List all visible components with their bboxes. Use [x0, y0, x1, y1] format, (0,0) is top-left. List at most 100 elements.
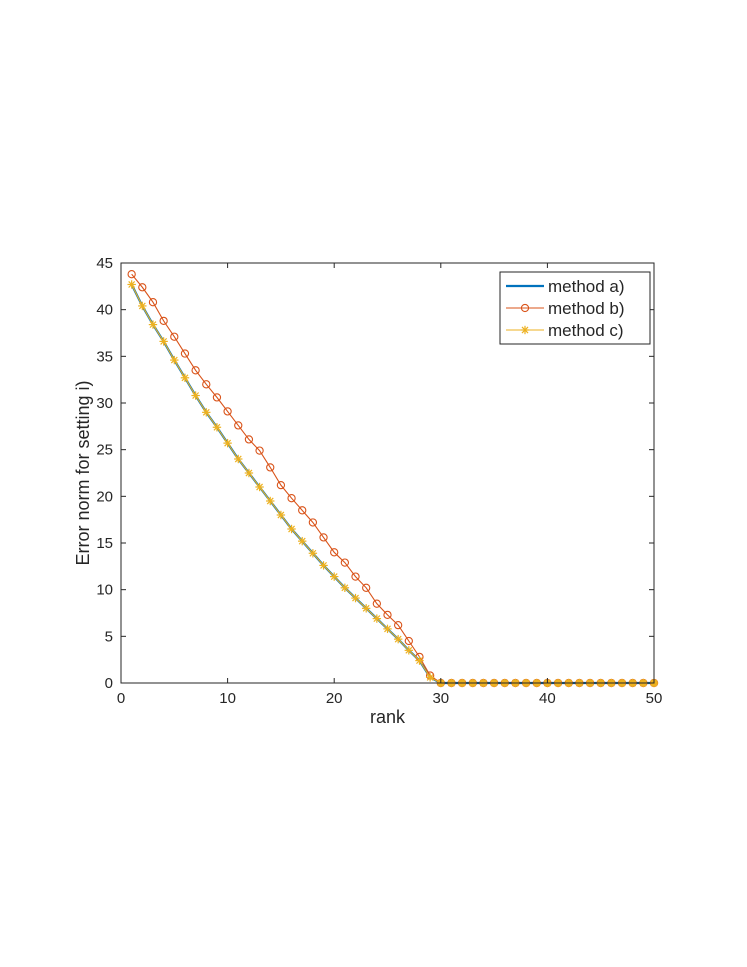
- y-tick-label: 40: [96, 302, 113, 319]
- legend-item: method c): [506, 321, 624, 340]
- data-point: [138, 301, 147, 311]
- asterisk-stroke: [373, 615, 381, 623]
- data-point: [330, 548, 339, 557]
- asterisk-stroke: [224, 439, 232, 447]
- data-point: [393, 634, 403, 644]
- asterisk-stroke: [202, 408, 210, 416]
- legend: method a) method b) method c): [499, 271, 651, 345]
- asterisk-stroke: [521, 326, 529, 334]
- data-point: [244, 468, 254, 478]
- data-point: [159, 337, 168, 346]
- data-point: [425, 673, 435, 682]
- data-point: [127, 270, 136, 279]
- data-point: [234, 454, 243, 464]
- axes-layer: 0 10 20 30 40 50 0 5 10 15 20 25 30 35 40 45: [96, 255, 662, 707]
- asterisk-stroke: [138, 302, 146, 310]
- y-tick-label: 10: [96, 582, 113, 599]
- legend-label: method b): [548, 299, 625, 318]
- data-point: [202, 380, 211, 389]
- data-point: [394, 620, 403, 630]
- data-point: [415, 656, 424, 665]
- data-point: [340, 558, 350, 567]
- x-axis-label: rank: [370, 707, 406, 727]
- asterisk-stroke: [181, 374, 189, 382]
- data-point: [361, 604, 371, 613]
- data-point: [138, 283, 147, 292]
- asterisk-stroke: [245, 469, 253, 477]
- data-point: [244, 435, 254, 444]
- data-point: [276, 510, 286, 520]
- y-tick-label: 0: [105, 675, 113, 692]
- data-point: [266, 463, 275, 472]
- asterisk-stroke: [330, 573, 338, 581]
- data-point: [340, 583, 350, 592]
- asterisk-stroke: [256, 483, 264, 491]
- data-point: [298, 506, 307, 515]
- y-tick-label: 15: [96, 535, 113, 552]
- data-point: [372, 614, 382, 623]
- legend-label: method c): [548, 321, 624, 340]
- y-axis-label: Error norm for setting i): [73, 380, 93, 565]
- x-tick-label: 20: [326, 690, 343, 707]
- data-point: [404, 636, 413, 646]
- legend-item: method a): [506, 277, 625, 296]
- y-tick-label: 25: [96, 442, 113, 459]
- data-point: [191, 391, 200, 400]
- y-tick-label: 45: [96, 255, 113, 272]
- data-point: [170, 332, 179, 341]
- asterisk-stroke: [320, 561, 327, 569]
- asterisk-stroke: [362, 604, 370, 612]
- data-point: [159, 316, 168, 326]
- x-tick-label: 10: [219, 690, 236, 707]
- data-point: [308, 549, 318, 558]
- data-point: [223, 407, 232, 416]
- data-point: [383, 610, 392, 620]
- data-point: [148, 320, 158, 329]
- legend-marker: [520, 303, 530, 313]
- data-point: [308, 518, 318, 527]
- asterisk-stroke: [160, 337, 168, 345]
- data-point: [298, 536, 307, 546]
- asterisk-stroke: [213, 423, 221, 431]
- data-point: [255, 482, 264, 492]
- asterisk-stroke: [384, 625, 391, 633]
- data-point: [351, 572, 360, 581]
- data-point: [234, 421, 243, 430]
- x-tick-label: 50: [646, 690, 663, 707]
- axes-box: [120, 262, 655, 684]
- data-point: [287, 524, 296, 534]
- asterisk-stroke: [128, 281, 136, 288]
- asterisk-stroke: [170, 356, 178, 364]
- data-point: [266, 496, 275, 506]
- data-point: [404, 646, 414, 655]
- asterisk-stroke: [394, 635, 402, 643]
- data-point: [319, 533, 328, 542]
- asterisk-stroke: [266, 497, 274, 505]
- data-point: [180, 349, 190, 358]
- asterisk-stroke: [234, 455, 242, 463]
- legend-marker: [520, 325, 530, 335]
- x-tick-label: 30: [432, 690, 449, 707]
- asterisk-stroke: [309, 549, 317, 557]
- data-point: [287, 494, 296, 503]
- asterisk-stroke: [277, 511, 285, 519]
- asterisk-stroke: [405, 646, 413, 654]
- asterisk-stroke: [149, 321, 157, 329]
- data-point: [148, 298, 158, 307]
- asterisk-stroke: [416, 657, 423, 665]
- data-point: [330, 572, 339, 581]
- y-tick-label: 30: [96, 395, 113, 412]
- y-tick-label: 20: [96, 488, 113, 505]
- data-point: [212, 393, 222, 402]
- data-point: [362, 583, 371, 592]
- y-tick-label: 35: [96, 348, 113, 365]
- data-point: [191, 366, 200, 375]
- data-point: [223, 438, 232, 448]
- legend-label: method a): [548, 277, 625, 296]
- data-point: [170, 355, 179, 365]
- data-point: [319, 561, 328, 570]
- asterisk-stroke: [341, 584, 349, 592]
- legend-item: method b): [506, 299, 625, 318]
- data-point: [372, 599, 381, 608]
